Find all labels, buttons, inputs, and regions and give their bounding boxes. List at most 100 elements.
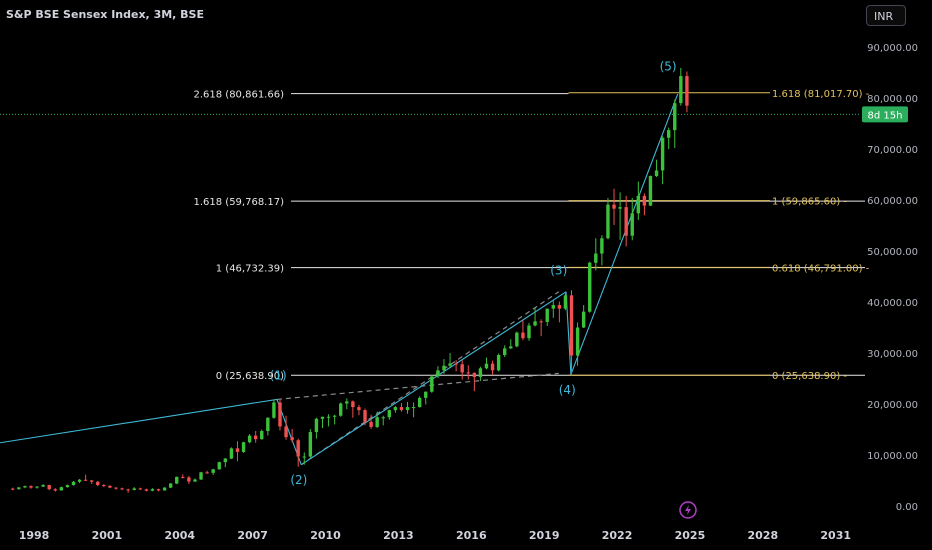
candle-body (253, 435, 258, 440)
candle-body (588, 262, 592, 312)
candle-body (357, 407, 361, 411)
candle-body (503, 348, 507, 356)
fib-left-label: 1 (46,732.39) (216, 264, 284, 275)
candle-body (685, 76, 689, 106)
candle-body (339, 403, 343, 416)
candle-body (375, 417, 379, 427)
candle-body (199, 472, 203, 480)
candle-body (284, 426, 288, 438)
y-tick-label: 0.00 (896, 502, 918, 513)
candle-body (436, 370, 440, 377)
y-tick-label: 30,000.00 (867, 349, 918, 360)
candle-body (132, 488, 136, 490)
candle-body (369, 421, 373, 427)
candle-body (59, 487, 64, 491)
candle-body (575, 327, 580, 356)
candle-body (223, 458, 228, 463)
candle-body (96, 481, 100, 486)
candle-body (612, 204, 616, 209)
candle-body (527, 325, 531, 339)
wave-label: (5) (660, 59, 677, 73)
dashed-channel-line (276, 372, 559, 401)
candle-body (77, 479, 82, 482)
x-tick-label: 2010 (310, 529, 341, 542)
candle-body (411, 407, 416, 409)
y-tick-label: 40,000.00 (867, 298, 918, 309)
candle-body (102, 485, 106, 487)
wave-label: (1) (270, 369, 287, 383)
candle-body (551, 305, 555, 309)
candle-body (308, 432, 313, 457)
x-tick-label: 2025 (675, 529, 706, 542)
candle-body (53, 489, 57, 491)
candle-body (302, 456, 306, 458)
lightning-icon[interactable] (679, 501, 697, 519)
candle-body (569, 295, 574, 356)
candle-body (424, 391, 428, 398)
price-axis[interactable]: 0.00 10,000.00 20,000.00 30,000.00 40,000.00… (867, 43, 918, 513)
candle-body (581, 311, 586, 328)
candle-body (114, 487, 118, 489)
fib-left-label: 2.618 (80,861.66) (193, 90, 284, 101)
x-tick-label: 2031 (820, 529, 851, 542)
x-tick-label: 2019 (529, 529, 560, 542)
candle-body (175, 476, 179, 484)
fib-left-label: 0 (25,638.90) (216, 371, 284, 382)
x-tick-label: 2007 (237, 529, 268, 542)
candle-body (484, 363, 489, 369)
candle-body (478, 368, 483, 377)
candle-body (120, 488, 124, 490)
fib-right-label: 0.618 (46,791.00) - (772, 263, 870, 274)
chart-title: S&P BSE Sensex Index, 3M, BSE (6, 8, 204, 21)
candle-body (557, 305, 562, 309)
y-tick-label: 50,000.00 (867, 247, 918, 258)
y-tick-label: 20,000.00 (867, 400, 918, 411)
wave-line (0, 398, 278, 444)
candle-body (490, 363, 495, 371)
candle-body (71, 481, 76, 486)
candle-body (648, 176, 653, 206)
y-tick-label: 10,000.00 (867, 451, 918, 462)
candle-body (387, 410, 392, 418)
candle-body (168, 483, 173, 488)
candle-body (660, 137, 665, 171)
time-axis[interactable]: 1998 2001 2004 2007 2010 2013 2016 2019 2022 2025… (19, 529, 851, 542)
candle-body (266, 417, 270, 432)
candle-body (332, 415, 337, 417)
candle-body (460, 364, 464, 373)
candle-body (399, 407, 404, 411)
candlesticks (11, 67, 689, 493)
candle-body (618, 207, 622, 209)
candle-body (278, 402, 282, 427)
candle-body (83, 479, 88, 481)
candle-body (351, 401, 355, 408)
candle-body (466, 372, 470, 374)
x-tick-label: 2001 (92, 529, 123, 542)
candle-body (600, 238, 604, 254)
candle-body (272, 402, 276, 418)
wave-line (300, 291, 567, 466)
candle-body (90, 480, 94, 482)
candle-body (205, 472, 209, 474)
candle-body (144, 489, 149, 491)
dashed-channel-line (300, 291, 560, 466)
candle-body (260, 431, 264, 440)
candle-body (11, 488, 15, 490)
candle-body (247, 435, 252, 443)
candle-body (211, 469, 215, 473)
candle-body (41, 485, 45, 487)
candle-body (454, 363, 458, 365)
candle-body (217, 462, 221, 470)
candle-body (496, 355, 501, 371)
candle-body (314, 418, 319, 433)
candle-body (679, 76, 683, 104)
fib-right-label: 0 (25,638.90) - (772, 371, 847, 382)
candle-body (229, 448, 234, 459)
x-tick-label: 1998 (19, 529, 50, 542)
candle-body (448, 363, 452, 366)
wave-label: (2) (290, 473, 307, 487)
candle-body (138, 488, 142, 490)
currency-button[interactable]: INR (866, 5, 906, 26)
candle-body (606, 204, 610, 239)
